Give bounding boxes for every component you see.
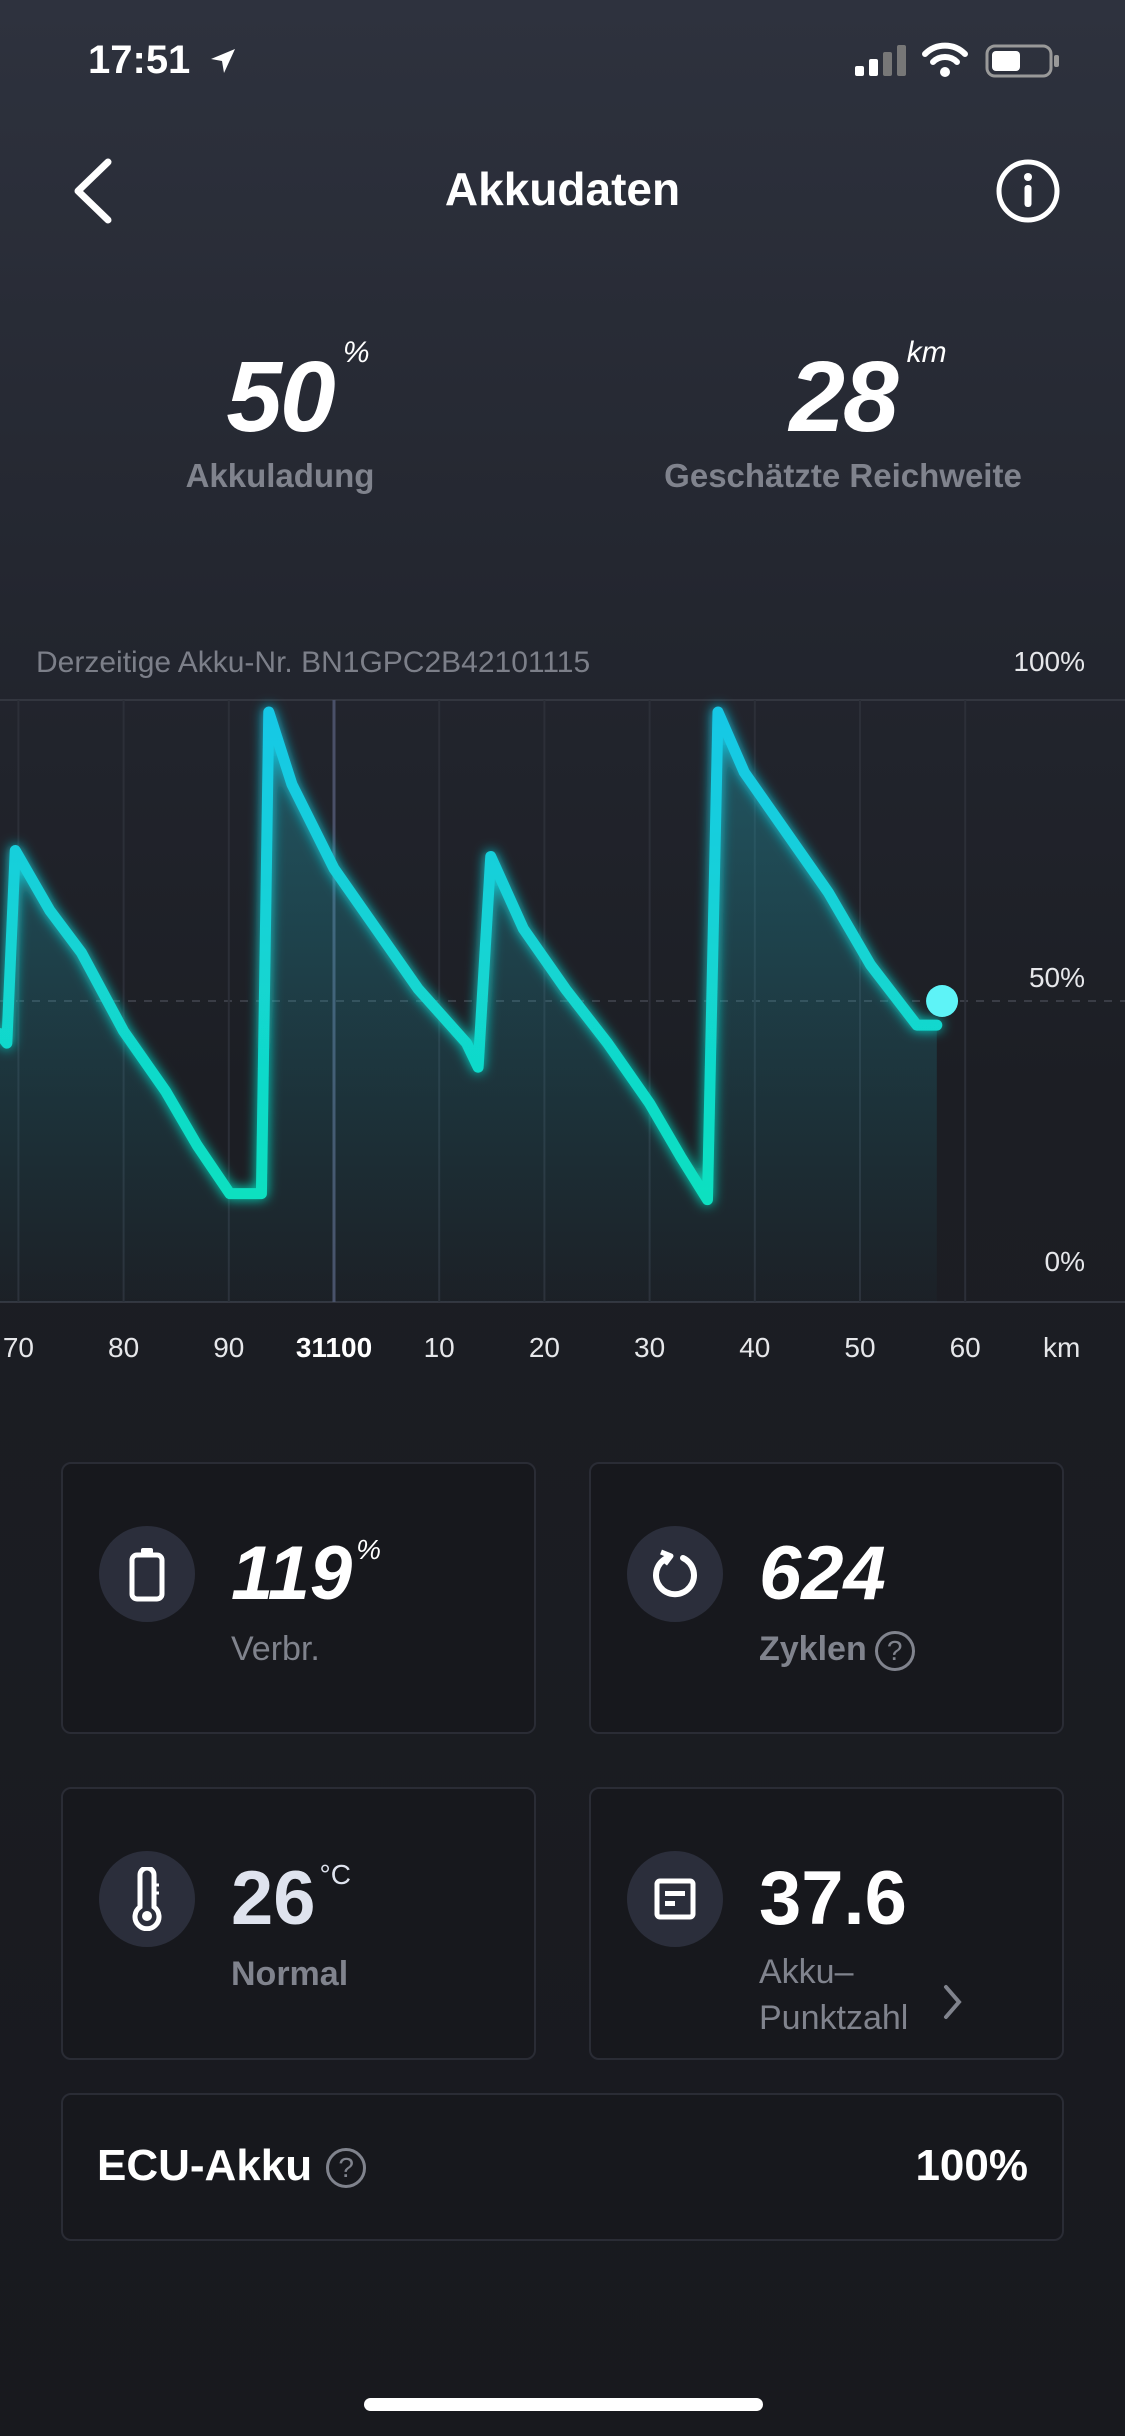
range-unit: km <box>906 336 947 369</box>
current-point[interactable] <box>926 985 959 1017</box>
chevron-right-icon <box>944 1985 962 2019</box>
back-button[interactable] <box>70 156 116 226</box>
x-tick-label: 20 <box>528 1332 560 1363</box>
temperature-card: 26 °C Normal <box>61 1787 536 2060</box>
x-tick-label: 31100 <box>295 1332 373 1363</box>
charge-stat: 50% Akkuladung <box>0 336 560 495</box>
temperature-unit: °C <box>319 1859 351 1890</box>
charge-label: Akkuladung <box>185 457 375 494</box>
battery-score-card[interactable]: 37.6 Akku– Punktzahl <box>589 1787 1064 2060</box>
consumption-value: 119 <box>231 1531 353 1616</box>
ecu-battery-row: ECU-Akku? 100% <box>61 2093 1064 2241</box>
info-button[interactable] <box>995 158 1061 224</box>
y-tick-label: 100% <box>1013 646 1085 677</box>
y-tick-label: 0% <box>1044 1246 1085 1277</box>
consumption-unit: % <box>356 1534 382 1565</box>
range-label: Geschätzte Reichweite <box>664 457 1022 494</box>
x-tick-label: 90 <box>213 1332 245 1363</box>
consumption-card: 119% Verbr. <box>61 1462 536 1734</box>
cycles-label: Zyklen <box>759 1630 867 1668</box>
x-tick-label: 30 <box>634 1332 666 1363</box>
wifi-icon <box>922 42 968 77</box>
temperature-status: Normal <box>231 1955 349 1993</box>
x-tick-label: 40 <box>739 1332 771 1363</box>
help-icon[interactable]: ? <box>874 1631 915 1672</box>
battery-score-label-1: Akku– <box>759 1953 854 1991</box>
range-value: 28 <box>789 341 898 453</box>
x-tick-label: 80 <box>108 1332 140 1363</box>
refresh-cycle-icon <box>627 1526 723 1622</box>
consumption-label: Verbr. <box>231 1630 320 1668</box>
cycles-value: 624 <box>759 1531 886 1616</box>
x-tick-label: 70 <box>2 1332 34 1363</box>
home-indicator[interactable] <box>364 2398 763 2411</box>
battery-score-label-2: Punktzahl <box>759 1999 909 2037</box>
battery-icon <box>985 44 1059 78</box>
ecu-value: 100% <box>915 2141 1028 2190</box>
battery-number: Derzeitige Akku-Nr. BN1GPC2B42101115 <box>36 646 591 679</box>
location-arrow-icon <box>211 49 235 73</box>
ecu-label: ECU-Akku <box>97 2141 313 2190</box>
page-title: Akkudaten <box>444 163 681 215</box>
cellular-signal-icon <box>855 45 906 76</box>
range-stat: 28 km Geschätzte Reichweite <box>563 336 1123 495</box>
battery-score-value: 37.6 <box>759 1856 907 1941</box>
charge-unit: % <box>342 336 370 369</box>
temperature-value: 26 <box>231 1856 316 1941</box>
x-tick-label: 60 <box>949 1332 981 1363</box>
x-tick-label: 10 <box>423 1332 455 1363</box>
battery-icon <box>99 1526 195 1622</box>
x-axis-unit: km <box>1043 1332 1081 1363</box>
battery-history-chart[interactable] <box>0 690 1125 1310</box>
area-fill <box>0 712 937 1302</box>
help-icon[interactable]: ? <box>326 2148 367 2189</box>
thermometer-icon <box>99 1851 195 1947</box>
y-tick-label: 50% <box>1028 962 1085 993</box>
score-document-icon <box>627 1851 723 1947</box>
charge-value: 50 <box>226 341 335 453</box>
status-time: 17:51 <box>88 38 191 82</box>
series-line <box>0 706 943 1206</box>
x-tick-label: 50 <box>844 1332 876 1363</box>
cycles-card: 624 Zyklen? <box>589 1462 1064 1734</box>
